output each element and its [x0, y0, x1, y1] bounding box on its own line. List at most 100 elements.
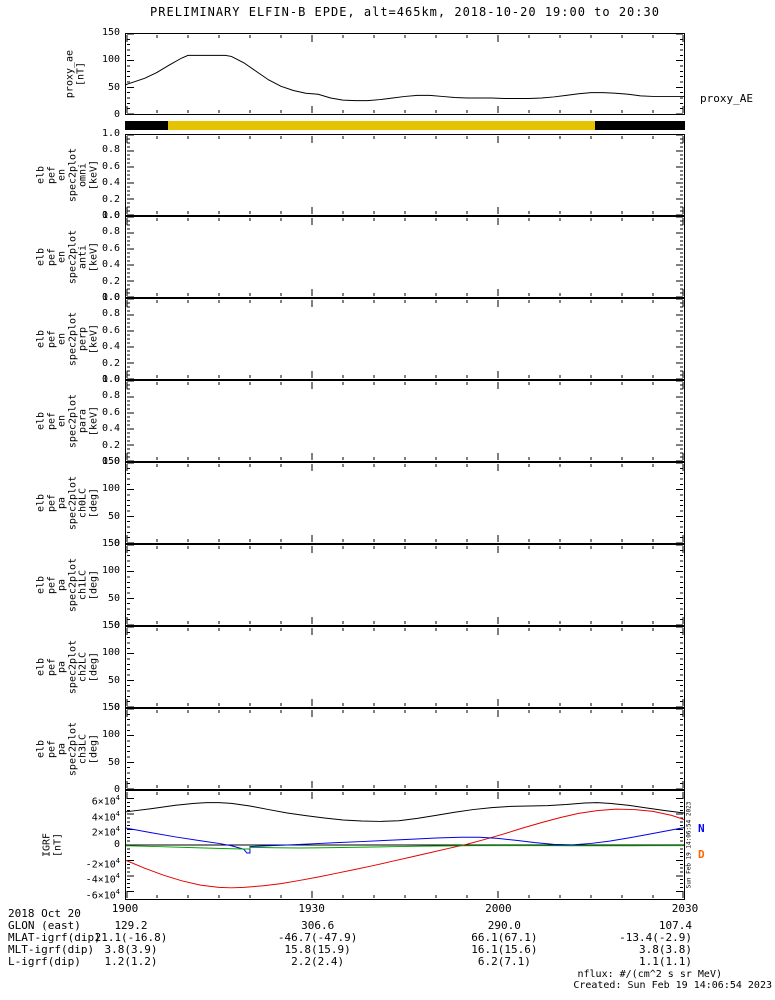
y-axis-label-en_anti: elb pef en spec2plot anti [keV]	[35, 229, 100, 285]
series-b_black	[126, 802, 684, 822]
y-tick-label: 0	[113, 538, 120, 549]
y-tick-label: 1.0	[101, 210, 120, 221]
x-tick-label: 1930	[298, 902, 325, 915]
y-tick-label: 4×104	[91, 809, 120, 823]
y-axis-label-en_perp: elb pef en spec2plot perp [keV]	[35, 311, 100, 367]
footer-value: 6.2(7.1)	[477, 955, 531, 968]
footer-value: 1.1(1.1)	[639, 955, 692, 968]
y-tick-label: 0.4	[101, 341, 120, 353]
y-axis-label-proxy_ae: proxy_ae [nT]	[64, 49, 87, 99]
y-tick-label: 0.8	[101, 308, 120, 320]
footer-value: 107.4	[658, 919, 692, 932]
footer-value: 1.2(1.2)	[104, 955, 158, 968]
y-tick-label: 0	[113, 109, 120, 120]
footer-row-label: MLT-igrf(dip)	[8, 943, 95, 956]
y-tick-label: 1.0	[101, 374, 120, 385]
panel-en_para	[125, 380, 685, 462]
y-axis-label-pa_ch3lc: elb pef pa spec2plot ch3LC [deg]	[35, 721, 100, 777]
footer-value: 306.6	[301, 919, 335, 932]
footer-row-label: L-igrf(dip)	[8, 955, 81, 968]
footer-date: 2018 Oct 20	[8, 907, 81, 920]
y-tick-label: 50	[107, 756, 120, 768]
coverage-bar	[125, 121, 685, 130]
y-tick-label: 0.8	[101, 226, 120, 238]
y-tick-label: 0.4	[101, 177, 120, 189]
y-tick-label: 50	[107, 674, 120, 686]
y-tick-label: 50	[107, 592, 120, 604]
y-tick-label: 100	[101, 54, 120, 66]
y-tick-label: 2×104	[91, 825, 120, 839]
footer-value: 3.8(3.9)	[104, 943, 158, 956]
legend-D: D	[698, 848, 705, 861]
y-tick-label: -2×104	[85, 856, 120, 871]
footer-value: 21.1(-16.8)	[94, 931, 168, 944]
y-axis-label-en_para: elb pef en spec2plot para [keV]	[35, 393, 100, 449]
y-tick-label: 0.0	[101, 456, 120, 467]
panel-pa_ch0lc	[125, 462, 685, 544]
y-tick-label: 0.2	[101, 275, 120, 287]
y-axis-label-pa_ch2lc: elb pef pa spec2plot ch2LC [deg]	[35, 639, 100, 695]
panel-pa_ch2lc	[125, 626, 685, 708]
x-tick-label: 1900	[111, 902, 139, 915]
series-b_red	[126, 808, 684, 889]
y-tick-label: 100	[101, 729, 120, 741]
x-tick-label: 2030	[671, 902, 699, 915]
panel-en_perp	[125, 298, 685, 380]
y-tick-label: 0.0	[101, 292, 120, 303]
coverage-segment	[595, 121, 685, 130]
y-tick-label: 0.4	[101, 259, 120, 271]
footer-value: 16.1(15.6)	[471, 943, 538, 956]
y-tick-label: 1.0	[101, 128, 120, 139]
y-tick-label: 0.6	[101, 242, 120, 254]
y-tick-label: 0.6	[101, 324, 120, 336]
y-tick-label: -6×104	[85, 888, 120, 902]
footer-value: -46.7(-47.9)	[277, 931, 358, 944]
y-tick-label: 0.6	[101, 406, 120, 418]
nflux-units-note: nflux: #/(cm^2 s sr MeV)	[577, 969, 723, 980]
y-tick-label: 0	[113, 784, 120, 795]
proxy-ae-right-label: proxy_AE	[700, 92, 753, 105]
footer-value: 66.1(67.1)	[471, 931, 538, 944]
y-tick-label: 0	[113, 702, 120, 713]
y-tick-label: 0.6	[101, 160, 120, 172]
footer-value: 3.8(3.8)	[639, 943, 692, 956]
y-tick-label: 150	[101, 456, 120, 467]
coverage-segment	[168, 121, 595, 130]
y-axis-label-en_omni: elb pef en spec2plot omni [keV]	[35, 147, 100, 203]
y-axis-label-igrf: IGRF [nT]	[41, 832, 64, 858]
panel-en_omni	[125, 134, 685, 216]
x-tick-label: 2000	[485, 902, 512, 915]
page-title: PRELIMINARY ELFIN-B EPDE, alt=465km, 201…	[150, 5, 660, 19]
coverage-segment	[125, 121, 168, 130]
y-tick-label: 1.0	[101, 292, 120, 303]
footer-value: -13.4(-2.9)	[619, 931, 692, 944]
footer-value: 2.2(2.4)	[291, 955, 345, 968]
legend-N: N	[698, 822, 705, 835]
series-proxy_AE	[126, 54, 684, 102]
y-tick-label: 0.4	[101, 423, 120, 435]
y-tick-label: 50	[107, 81, 120, 93]
y-tick-label: 0.2	[101, 193, 120, 205]
footer-row-label: MLAT-igrf(dip)	[8, 931, 101, 944]
y-tick-label: 150	[101, 538, 120, 549]
footer-row-label: GLON (east)	[8, 919, 81, 932]
y-tick-label: -4×104	[85, 872, 120, 886]
panel-proxy_ae	[125, 33, 685, 115]
y-tick-label: 0.8	[101, 390, 120, 402]
y-tick-label: 0.8	[101, 144, 120, 156]
y-tick-label: 0.2	[101, 357, 120, 369]
series-b_green	[126, 845, 684, 850]
y-tick-label: 150	[101, 702, 120, 713]
footer-value: 15.8(15.9)	[284, 943, 351, 956]
footer-value: 129.2	[114, 919, 148, 932]
y-tick-label: 0.0	[101, 210, 120, 221]
panel-pa_ch3lc	[125, 708, 685, 790]
y-tick-label: 0	[113, 839, 120, 850]
y-tick-label: 150	[101, 620, 120, 631]
y-tick-label: 0.0	[101, 374, 120, 385]
y-tick-label: 100	[101, 647, 120, 659]
y-tick-label: 100	[101, 565, 120, 577]
footer-value: 290.0	[487, 919, 521, 932]
y-tick-label: 100	[101, 483, 120, 495]
